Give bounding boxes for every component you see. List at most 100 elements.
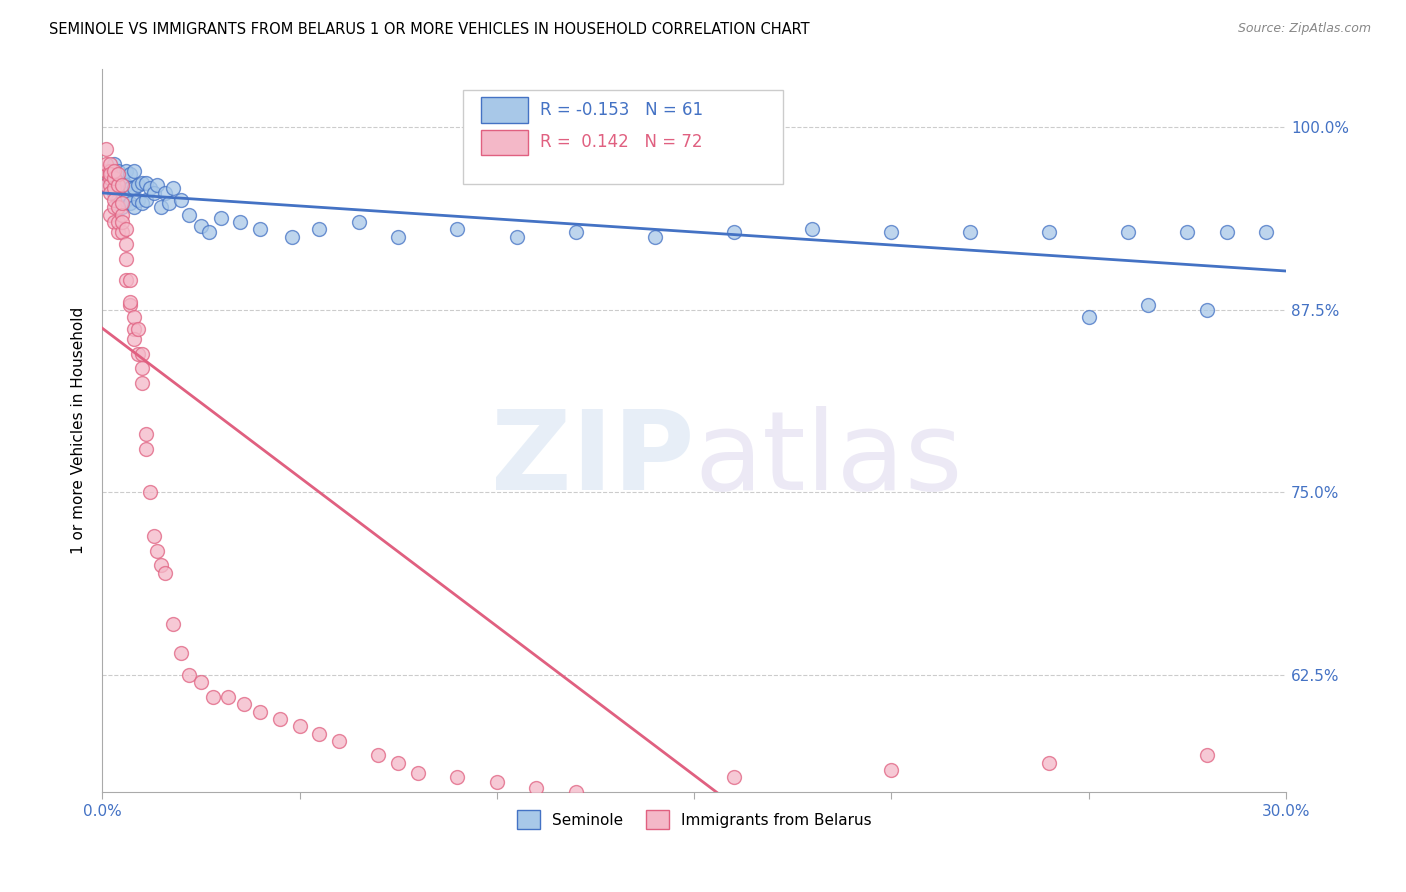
Point xyxy=(111,225,134,239)
Point xyxy=(98,171,121,186)
Point xyxy=(122,181,145,195)
Point xyxy=(98,171,121,186)
Point xyxy=(1216,225,1239,239)
Point xyxy=(115,193,138,207)
Point xyxy=(103,181,125,195)
Point xyxy=(122,164,145,178)
Bar xyxy=(481,97,529,123)
Point xyxy=(96,156,118,170)
Bar xyxy=(463,90,783,185)
Point xyxy=(880,763,903,777)
Point xyxy=(288,719,311,733)
Point xyxy=(122,310,145,324)
Point xyxy=(135,426,157,441)
Point xyxy=(107,178,129,193)
Point xyxy=(155,566,177,580)
Point xyxy=(96,178,118,193)
Point xyxy=(406,766,429,780)
Point xyxy=(146,178,169,193)
Point xyxy=(98,208,121,222)
Point xyxy=(118,273,141,287)
Point xyxy=(115,252,138,266)
Point xyxy=(1038,756,1060,770)
Point xyxy=(308,222,330,236)
Point xyxy=(96,142,118,156)
Point xyxy=(218,690,240,704)
Point xyxy=(111,186,134,200)
Point xyxy=(103,171,125,186)
Text: R =  0.142   N = 72: R = 0.142 N = 72 xyxy=(540,133,703,152)
Text: R = -0.153   N = 61: R = -0.153 N = 61 xyxy=(540,101,703,119)
Point xyxy=(138,181,160,195)
Point xyxy=(209,211,232,225)
Point xyxy=(107,164,129,178)
Point xyxy=(115,178,138,193)
Point xyxy=(564,225,586,239)
Point xyxy=(127,321,149,335)
Text: atlas: atlas xyxy=(695,406,963,513)
Point xyxy=(347,215,370,229)
Point xyxy=(155,186,177,200)
Point xyxy=(127,178,149,193)
Point xyxy=(98,186,121,200)
Point xyxy=(103,186,125,200)
Point xyxy=(131,346,153,360)
Point xyxy=(115,236,138,251)
Point xyxy=(146,544,169,558)
Point xyxy=(135,193,157,207)
Point xyxy=(98,164,121,178)
Y-axis label: 1 or more Vehicles in Household: 1 or more Vehicles in Household xyxy=(72,307,86,554)
Point xyxy=(280,229,302,244)
Point xyxy=(723,770,745,784)
Point xyxy=(328,734,350,748)
Point xyxy=(387,229,409,244)
Point xyxy=(308,726,330,740)
Point xyxy=(446,770,468,784)
Point xyxy=(177,208,200,222)
Point xyxy=(1077,310,1099,324)
Point xyxy=(107,167,129,181)
Point xyxy=(249,705,271,719)
Point xyxy=(190,219,212,234)
Point xyxy=(880,225,903,239)
Point xyxy=(138,485,160,500)
Point xyxy=(524,780,547,795)
Point xyxy=(564,785,586,799)
Point xyxy=(170,646,193,660)
Point xyxy=(135,442,157,456)
Point xyxy=(127,346,149,360)
Point xyxy=(122,321,145,335)
Point xyxy=(150,558,173,573)
Point xyxy=(103,200,125,214)
Point xyxy=(107,225,129,239)
Point xyxy=(135,176,157,190)
Point xyxy=(131,376,153,390)
Point xyxy=(118,196,141,211)
Point xyxy=(122,200,145,214)
Point xyxy=(107,193,129,207)
Point xyxy=(131,361,153,376)
Point xyxy=(107,200,129,214)
Point xyxy=(115,222,138,236)
Point xyxy=(1175,225,1198,239)
Point xyxy=(122,332,145,346)
Point xyxy=(111,215,134,229)
Point xyxy=(111,178,134,193)
Point xyxy=(98,164,121,178)
Point xyxy=(103,215,125,229)
Point xyxy=(201,690,224,704)
Bar xyxy=(481,130,529,155)
Point xyxy=(115,273,138,287)
Point xyxy=(446,222,468,236)
Point xyxy=(801,222,824,236)
Text: ZIP: ZIP xyxy=(491,406,695,513)
Point xyxy=(505,229,527,244)
Point xyxy=(103,156,125,170)
Point xyxy=(1116,225,1139,239)
Legend: Seminole, Immigrants from Belarus: Seminole, Immigrants from Belarus xyxy=(510,804,877,835)
Point xyxy=(103,178,125,193)
Point xyxy=(959,225,981,239)
Point xyxy=(150,200,173,214)
Point xyxy=(131,176,153,190)
Point xyxy=(111,200,134,214)
